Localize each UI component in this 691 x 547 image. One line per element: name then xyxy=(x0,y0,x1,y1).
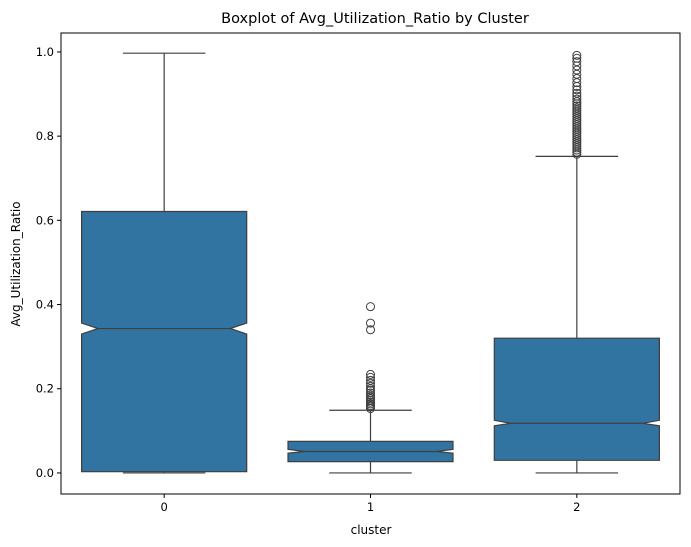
outlier-point xyxy=(572,88,582,98)
outlier-point xyxy=(366,378,375,388)
axes: 0.0 0.2 0.4 0.6 0.8 1.0 0 1 2 xyxy=(36,32,681,514)
outlier-point xyxy=(572,91,582,101)
outlier-point xyxy=(366,369,375,379)
x-tick-label: 0 xyxy=(161,500,168,514)
y-tick-label: 0.0 xyxy=(36,466,54,480)
box-group-1 xyxy=(287,302,454,474)
chart-title: Boxplot of Avg_Utilization_Ratio by Clus… xyxy=(221,11,529,27)
outlier-point xyxy=(572,85,582,95)
outlier-point xyxy=(572,53,582,63)
outlier-point xyxy=(366,375,375,385)
y-tick-label: 1.0 xyxy=(36,45,54,59)
outlier-point xyxy=(572,50,582,60)
x-tick-label: 1 xyxy=(367,500,374,514)
outlier-point xyxy=(366,325,375,335)
outlier-point xyxy=(366,372,375,382)
outlier-point xyxy=(572,101,582,111)
y-tick-label: 0.2 xyxy=(36,382,54,396)
plot-area xyxy=(80,50,661,474)
box-body xyxy=(80,210,248,473)
box-group-2 xyxy=(493,50,661,474)
x-axis-label: cluster xyxy=(351,523,392,537)
outlier-point xyxy=(572,103,582,113)
y-axis-label: Avg_Utilization_Ratio xyxy=(9,201,23,326)
y-tick-label: 0.4 xyxy=(36,298,54,312)
y-tick-label: 0.6 xyxy=(36,213,54,227)
outlier-point xyxy=(572,57,582,67)
outlier-point xyxy=(366,390,375,400)
outlier-point xyxy=(366,302,375,312)
box-group-0 xyxy=(80,52,248,474)
y-tick-label: 0.8 xyxy=(36,129,54,143)
outlier-point xyxy=(366,381,375,391)
outlier-point xyxy=(366,388,375,398)
outlier-point xyxy=(366,318,375,328)
outlier-point xyxy=(572,94,582,104)
box-body xyxy=(493,337,661,461)
x-tick-label: 2 xyxy=(573,500,580,514)
